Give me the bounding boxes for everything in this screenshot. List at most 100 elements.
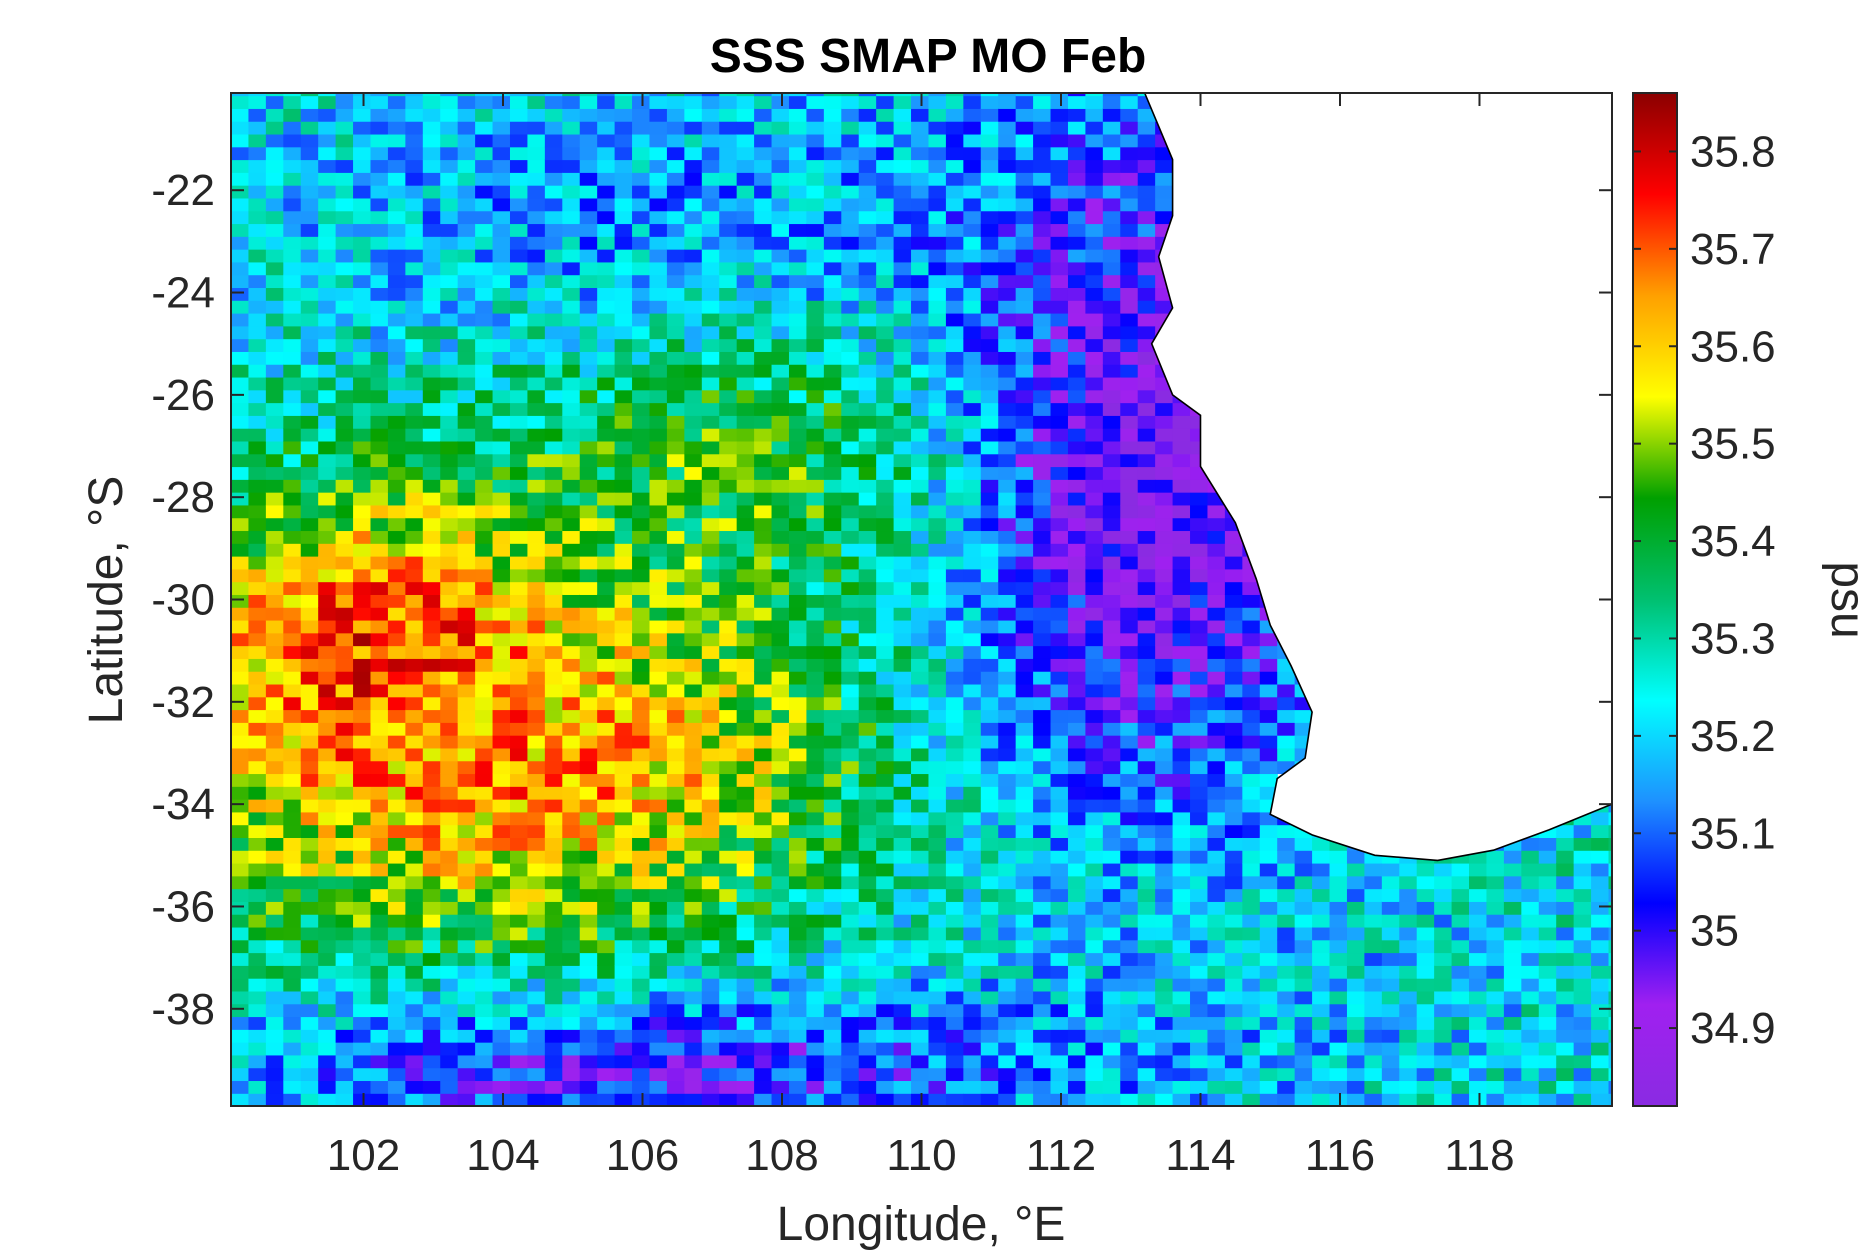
heatmap-cell xyxy=(911,543,930,557)
heatmap-cell xyxy=(1050,249,1069,263)
heatmap-cell xyxy=(998,607,1017,621)
heatmap-cell xyxy=(1067,338,1087,352)
heatmap-cell xyxy=(754,683,773,698)
heatmap-cell xyxy=(283,709,302,723)
heatmap-cell xyxy=(1259,990,1278,1005)
heatmap-cell xyxy=(440,773,459,787)
heatmap-cell xyxy=(806,773,825,787)
heatmap-cell xyxy=(318,709,337,723)
heatmap-cell xyxy=(980,159,999,173)
heatmap-cell xyxy=(597,799,616,813)
heatmap-cell xyxy=(440,709,459,723)
heatmap-cell xyxy=(300,1042,319,1056)
heatmap-cell xyxy=(353,504,372,519)
heatmap-cell xyxy=(544,249,563,263)
heatmap-cell xyxy=(1085,402,1104,416)
heatmap-cell xyxy=(1137,146,1156,161)
heatmap-cell xyxy=(509,466,529,480)
heatmap-cell xyxy=(457,274,476,289)
heatmap-cell xyxy=(440,747,459,762)
heatmap-cell xyxy=(1172,1054,1191,1069)
heatmap-cell xyxy=(300,760,319,775)
heatmap-cell xyxy=(1085,1029,1104,1043)
heatmap-cell xyxy=(544,1016,563,1030)
heatmap-cell xyxy=(1312,914,1331,928)
heatmap-cell xyxy=(945,223,964,237)
heatmap-cell xyxy=(579,210,598,225)
heatmap-cell xyxy=(736,594,755,608)
heatmap-cell xyxy=(771,543,790,557)
heatmap-cell xyxy=(544,760,563,775)
heatmap-cell xyxy=(911,850,930,864)
heatmap-cell xyxy=(422,594,441,608)
heatmap-cell xyxy=(353,492,372,506)
heatmap-cell xyxy=(457,671,476,685)
heatmap-cell xyxy=(754,351,773,365)
heatmap-cell xyxy=(1137,556,1156,570)
heatmap-cell xyxy=(684,811,703,826)
heatmap-cell xyxy=(509,210,529,225)
heatmap-cell xyxy=(318,338,337,352)
heatmap-cell xyxy=(963,95,982,109)
heatmap-cell xyxy=(1312,837,1331,851)
heatmap-cell xyxy=(788,914,808,928)
heatmap-cell xyxy=(771,696,790,711)
heatmap-cell xyxy=(893,760,912,775)
heatmap-cell xyxy=(597,1042,616,1056)
heatmap-cell xyxy=(283,364,302,378)
heatmap-cell xyxy=(911,568,930,583)
heatmap-cell xyxy=(527,95,546,109)
heatmap-cell xyxy=(544,735,563,749)
heatmap-cell xyxy=(562,568,581,583)
heatmap-cell xyxy=(248,543,267,557)
heatmap-cell xyxy=(614,901,633,915)
heatmap-cell xyxy=(719,952,738,966)
heatmap-cell xyxy=(1137,799,1156,813)
heatmap-cell xyxy=(1085,645,1104,659)
heatmap-cell xyxy=(492,1029,511,1043)
heatmap-cell xyxy=(509,453,529,468)
heatmap-cell xyxy=(544,824,563,838)
heatmap-cell xyxy=(928,389,947,404)
heatmap-cell xyxy=(562,389,581,404)
heatmap-cell xyxy=(806,978,825,992)
heatmap-cell xyxy=(684,504,703,519)
heatmap-cell xyxy=(1033,747,1052,762)
heatmap-cell xyxy=(265,312,284,327)
heatmap-cell xyxy=(928,415,947,429)
heatmap-cell xyxy=(1050,799,1069,813)
heatmap-cell xyxy=(335,287,354,301)
heatmap-cell xyxy=(1015,223,1034,237)
heatmap-cell xyxy=(1085,197,1104,212)
heatmap-cell xyxy=(422,95,441,109)
heatmap-cell xyxy=(440,133,459,148)
heatmap-cell xyxy=(1416,939,1435,954)
heatmap-cell xyxy=(911,914,930,928)
heatmap-cell xyxy=(265,850,284,864)
heatmap-cell xyxy=(806,735,825,749)
heatmap-cell xyxy=(405,875,424,890)
heatmap-cell xyxy=(666,197,685,212)
heatmap-cell xyxy=(1050,824,1069,838)
heatmap-cell xyxy=(911,607,930,621)
heatmap-cell xyxy=(823,645,842,659)
heatmap-cell xyxy=(701,709,720,723)
heatmap-cell xyxy=(248,428,267,442)
heatmap-cell xyxy=(1120,197,1139,212)
heatmap-cell xyxy=(998,632,1017,647)
heatmap-cell xyxy=(1259,952,1278,966)
heatmap-cell xyxy=(945,274,964,289)
heatmap-cell xyxy=(980,683,999,698)
heatmap-cell xyxy=(1033,121,1052,135)
heatmap-cell xyxy=(893,926,912,941)
heatmap-cell xyxy=(1015,990,1034,1005)
heatmap-cell xyxy=(422,338,441,352)
heatmap-cell xyxy=(893,683,912,698)
heatmap-cell xyxy=(300,185,319,199)
heatmap-cell xyxy=(1312,862,1331,877)
heatmap-cell xyxy=(387,1016,406,1030)
heatmap-cell xyxy=(248,376,267,391)
heatmap-cell xyxy=(928,607,947,621)
heatmap-cell xyxy=(509,440,529,455)
heatmap-cell xyxy=(457,121,476,135)
